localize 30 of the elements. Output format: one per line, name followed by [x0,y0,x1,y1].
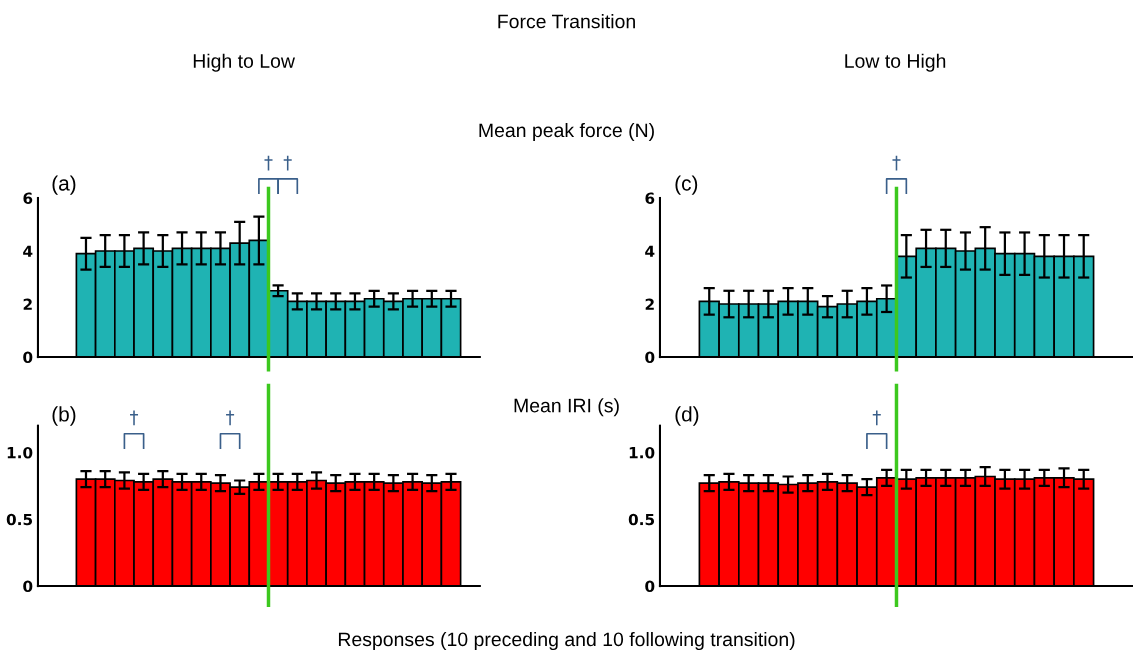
y-tick-label: 0 [645,580,655,593]
x-axis-title: Responses (10 preceding and 10 following transition) [338,631,795,651]
y-tick-label: 6 [645,192,655,205]
y-tick-label: 0.5 [6,513,33,526]
y-tick-label: 1.0 [629,446,655,459]
text: † [283,155,292,171]
chart-subtitle: High to Low [193,53,295,72]
text: † [892,155,901,171]
y-axis-title: Mean peak force (N) [479,122,654,142]
chart-title: (c) [675,175,698,195]
chart-title: (d) [675,406,699,426]
y-tick-label: 2 [23,298,32,310]
text: † [872,410,881,426]
y-axis-title: Mean IRI (s) [514,398,619,417]
y-tick-label: 0 [645,351,655,364]
y-tick-label: 6 [23,192,33,205]
text: † [130,410,139,426]
chart-subtitle: Low to High [845,53,946,72]
y-tick-label: 0 [23,351,33,364]
y-tick-label: 0 [23,580,33,593]
text: † [226,410,235,426]
y-tick-label: 2 [645,298,654,310]
chart-title: (b) [52,406,76,426]
y-tick-label: 4 [645,245,655,257]
chart-title: (a) [52,175,76,195]
y-tick-label: 4 [23,245,33,257]
y-tick-label: 0.5 [628,513,655,526]
text: † [264,155,273,171]
y-tick-label: 1.0 [7,446,33,459]
text: Force Transition [498,14,635,29]
